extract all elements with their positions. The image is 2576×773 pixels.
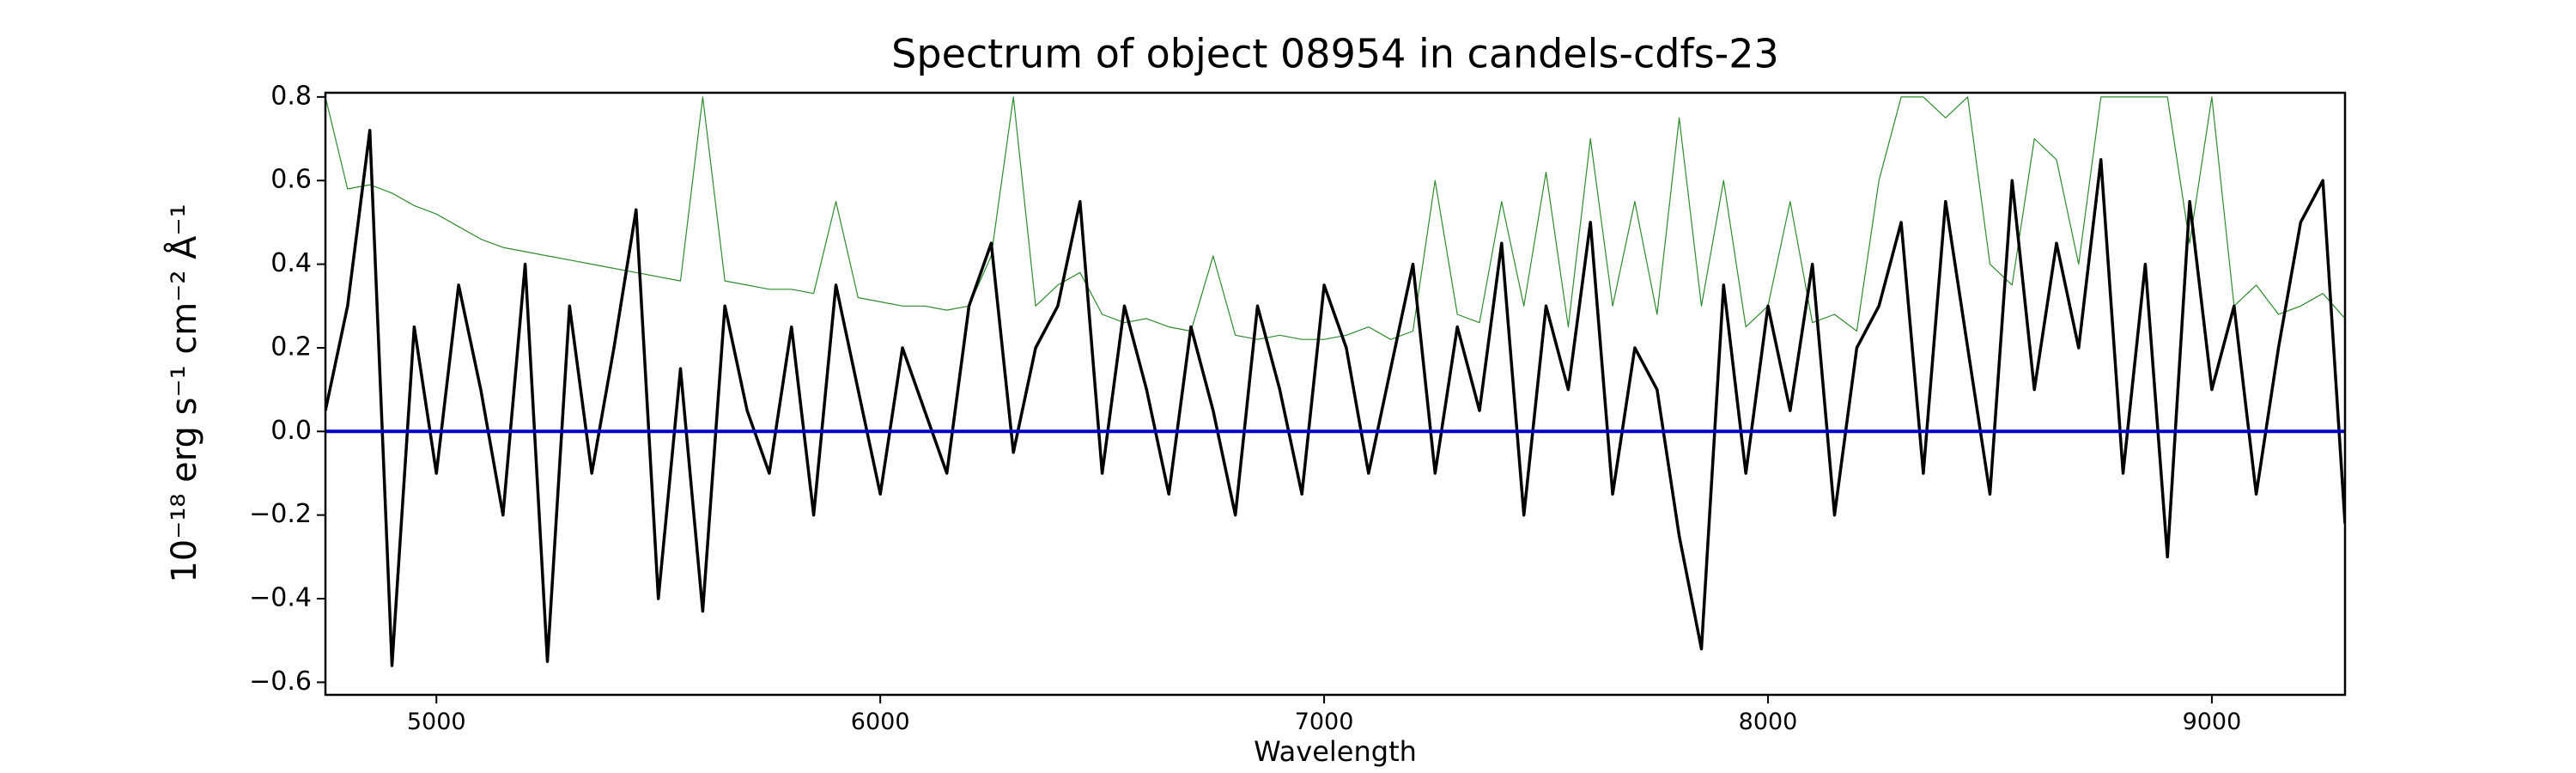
y-tick-label: 0.6	[270, 165, 312, 195]
y-tick-label: 0.8	[270, 81, 312, 111]
y-tick-label: −0.6	[249, 666, 312, 697]
spectrum-line	[325, 96, 2345, 340]
x-axis-label: Wavelength	[1254, 735, 1417, 768]
y-tick-label: −0.2	[249, 499, 312, 529]
x-tick-label: 5000	[407, 709, 466, 735]
plot-area	[325, 96, 2345, 667]
y-tick-label: −0.4	[249, 583, 312, 613]
x-tick-label: 8000	[1739, 709, 1798, 735]
y-axis-label: 10⁻¹⁸ erg s⁻¹ cm⁻² Å⁻¹	[163, 204, 204, 582]
axes-frame	[324, 91, 2347, 697]
x-tick-label: 6000	[851, 709, 910, 735]
y-tick-label: 0.0	[270, 416, 312, 446]
spectrum-line	[325, 129, 2345, 667]
chart-title: Spectrum of object 08954 in candels-cdfs…	[891, 31, 1779, 77]
y-tick-label: 0.2	[270, 332, 312, 362]
y-tick-label: 0.4	[270, 248, 312, 278]
x-tick-label: 9000	[2183, 709, 2242, 735]
x-tick-label: 7000	[1295, 709, 1354, 735]
